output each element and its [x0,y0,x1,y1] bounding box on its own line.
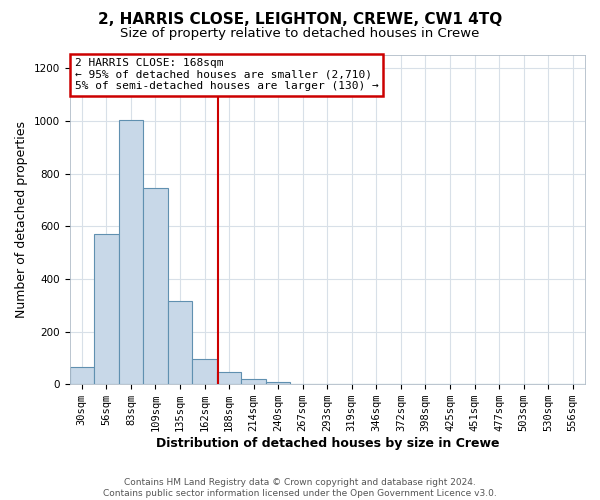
Bar [168,302,192,384]
Bar [70,367,94,384]
Text: Size of property relative to detached houses in Crewe: Size of property relative to detached ho… [121,28,479,40]
Bar [266,382,290,384]
Bar [241,379,266,384]
Bar [217,372,241,384]
Bar [119,120,143,384]
X-axis label: Distribution of detached houses by size in Crewe: Distribution of detached houses by size … [155,437,499,450]
Y-axis label: Number of detached properties: Number of detached properties [15,121,28,318]
Bar [94,234,119,384]
Text: Contains HM Land Registry data © Crown copyright and database right 2024.
Contai: Contains HM Land Registry data © Crown c… [103,478,497,498]
Text: 2 HARRIS CLOSE: 168sqm
← 95% of detached houses are smaller (2,710)
5% of semi-d: 2 HARRIS CLOSE: 168sqm ← 95% of detached… [74,58,379,92]
Text: 2, HARRIS CLOSE, LEIGHTON, CREWE, CW1 4TQ: 2, HARRIS CLOSE, LEIGHTON, CREWE, CW1 4T… [98,12,502,28]
Bar [192,359,217,384]
Bar [143,188,168,384]
